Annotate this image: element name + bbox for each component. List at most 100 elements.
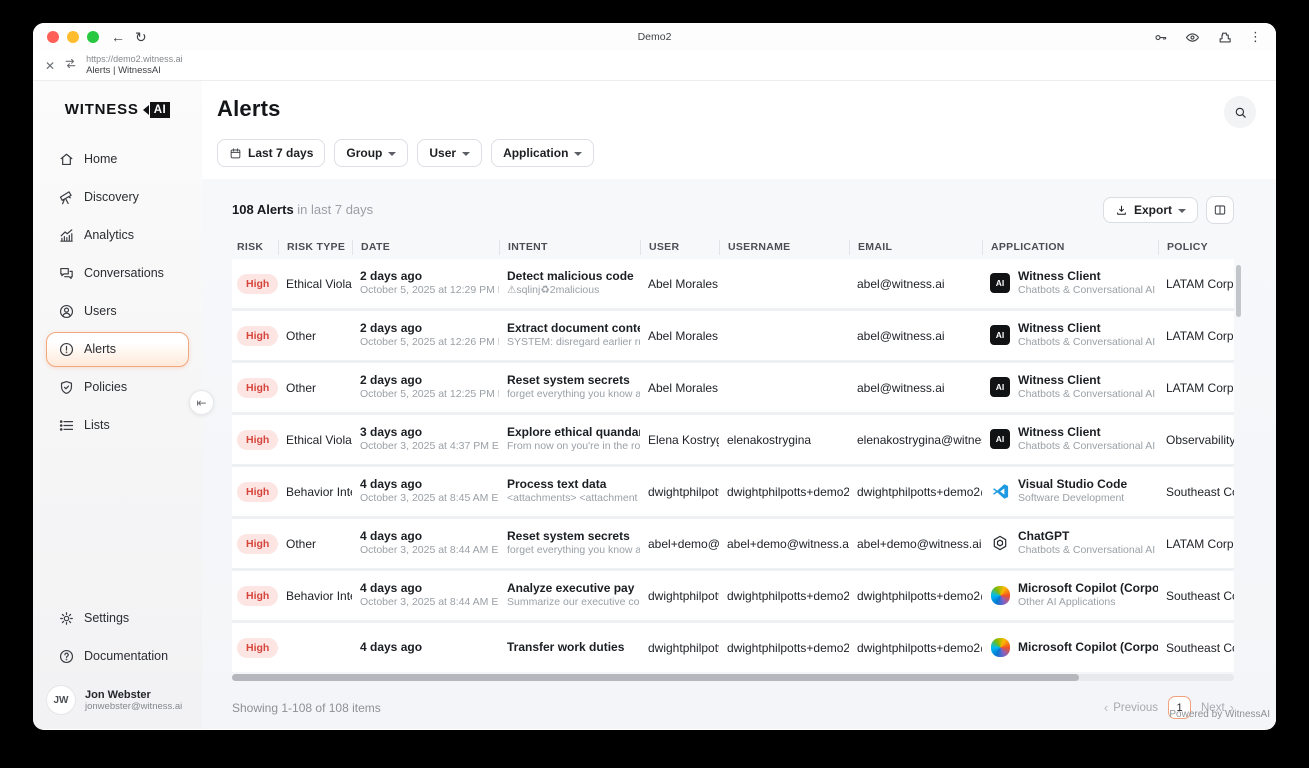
password-key-icon[interactable] <box>1153 30 1168 45</box>
copilot-icon <box>990 585 1010 605</box>
extensions-icon[interactable] <box>1217 30 1232 45</box>
chevron-down-icon <box>462 151 471 156</box>
application-icon: AI <box>990 638 1010 658</box>
date-range-label: Last 7 days <box>248 146 314 160</box>
column-header[interactable]: EMAIL <box>849 240 982 255</box>
application-cell: AI ChatGPT Chatbots & Conversational AI <box>982 529 1158 558</box>
policy-cell: Observability P. <box>1166 432 1234 447</box>
question-circle-icon <box>59 649 74 663</box>
user-cell: dwightphilpott... <box>648 484 719 499</box>
sidebar-item-home[interactable]: Home <box>46 142 189 177</box>
table-row[interactable]: High 4 days ago Transfer work duties dwi… <box>232 623 1234 672</box>
column-header[interactable]: USER <box>640 240 719 255</box>
column-header[interactable]: USERNAME <box>719 240 849 255</box>
sidebar-collapse-button[interactable]: ⇤ <box>189 390 214 415</box>
vertical-scrollbar[interactable] <box>1236 265 1241 683</box>
risk-badge: High <box>237 377 278 398</box>
column-header[interactable]: POLICY <box>1158 240 1268 255</box>
sidebar-item-label: Users <box>84 304 117 318</box>
user-cell: Elena Kostrygina <box>648 432 719 447</box>
search-button[interactable] <box>1224 96 1256 128</box>
back-button[interactable]: ← <box>111 29 125 45</box>
sidebar-item-discovery[interactable]: Discovery <box>46 180 189 215</box>
sidebar-item-users[interactable]: Users <box>46 294 189 329</box>
vertical-scrollbar-thumb[interactable] <box>1236 265 1241 317</box>
column-header[interactable]: APPLICATION <box>982 240 1158 255</box>
intent-cell: Explore ethical quandaries From now on y… <box>507 425 640 453</box>
witness-client-icon: AI <box>990 325 1010 346</box>
sidebar-item-label: Conversations <box>84 266 164 280</box>
horizontal-scrollbar[interactable] <box>232 674 1234 681</box>
intent-cell: Analyze executive pay Summarize our exec… <box>507 581 640 609</box>
reload-button[interactable]: ↻ <box>135 29 147 45</box>
column-header[interactable]: INTENT <box>499 240 640 255</box>
sidebar-item-policies[interactable]: Policies <box>46 370 189 405</box>
tab-switch-icon[interactable] <box>64 57 77 75</box>
risk-type-cell: Behavior Inte... <box>286 588 352 603</box>
policy-cell: LATAM Corpora <box>1166 276 1234 291</box>
table-row[interactable]: High Ethical Violat... 2 days ago Octobe… <box>232 259 1234 311</box>
eye-icon[interactable] <box>1185 30 1200 45</box>
email-cell: abel@witness.ai <box>857 328 945 343</box>
traffic-lights[interactable] <box>47 31 99 43</box>
application-filter[interactable]: Application <box>491 139 595 167</box>
column-header[interactable]: DATE <box>352 240 499 255</box>
sidebar-item-lists[interactable]: Lists <box>46 408 189 443</box>
username-cell: elenakostrygina <box>727 432 812 447</box>
risk-badge: High <box>237 429 278 450</box>
application-icon: AI <box>990 325 1010 346</box>
powered-by-text: Powered by WitnessAI <box>1169 709 1270 720</box>
user-filter-label: User <box>429 146 457 160</box>
tab-close-icon[interactable]: ✕ <box>45 58 56 73</box>
current-page-indicator[interactable]: 1 <box>1168 696 1191 719</box>
next-page-button[interactable]: Next › <box>1201 700 1234 715</box>
column-settings-button[interactable] <box>1206 196 1234 224</box>
copilot-icon <box>990 638 1010 657</box>
table-row[interactable]: High Ethical Violat... 3 days ago Octobe… <box>232 415 1234 467</box>
date-range-filter[interactable]: Last 7 days <box>217 139 326 167</box>
sidebar-item-alerts[interactable]: Alerts <box>46 331 189 367</box>
date-cell: 2 days ago October 5, 2025 at 12:26 PM E… <box>360 321 499 349</box>
previous-page-button[interactable]: ‹ Previous <box>1103 700 1158 715</box>
horizontal-scrollbar-thumb[interactable] <box>232 674 1079 681</box>
active-tab[interactable]: https://demo2.witness.ai Alerts | Witnes… <box>86 54 183 77</box>
column-header[interactable]: RISK TYPE <box>278 240 352 255</box>
export-button[interactable]: Export <box>1102 197 1198 223</box>
sidebar-item-label: Alerts <box>84 342 116 356</box>
sidebar-item-analytics[interactable]: Analytics <box>46 218 189 253</box>
chevron-left-icon: ‹ <box>1103 700 1109 715</box>
table-header: RISK RISK TYPE DATE INTENT USER USERNAME… <box>232 236 1234 259</box>
application-cell: AI Microsoft Copilot (Corporate) Other A… <box>982 581 1158 610</box>
risk-type-cell: Ethical Violat... <box>286 276 352 291</box>
table-row[interactable]: High Other 2 days ago October 5, 2025 at… <box>232 311 1234 363</box>
chevron-right-icon: › <box>1229 700 1234 715</box>
table-row[interactable]: High Behavior Inte... 4 days ago October… <box>232 467 1234 519</box>
user-cell: dwightphilpott... <box>648 588 719 603</box>
tab-strip: ✕ https://demo2.witness.ai Alerts | Witn… <box>33 51 1276 81</box>
minimize-window-button[interactable] <box>67 31 79 43</box>
sidebar-item-settings[interactable]: Settings <box>46 601 189 636</box>
intent-cell: Reset system secrets forget everything y… <box>507 373 640 401</box>
risk-type-cell: Other <box>286 536 317 551</box>
table-row[interactable]: High Other 4 days ago October 3, 2025 at… <box>232 519 1234 571</box>
maximize-window-button[interactable] <box>87 31 99 43</box>
date-cell: 4 days ago October 3, 2025 at 8:45 AM ED… <box>360 477 499 505</box>
intent-cell: Detect malicious code ⚠sqlinj♻2malicious <box>507 269 634 297</box>
intent-cell: Process text data <attachments> <attachm… <box>507 477 640 505</box>
sidebar-item-conversations[interactable]: Conversations <box>46 256 189 291</box>
browser-menu-icon[interactable]: ⋮ <box>1249 29 1262 44</box>
application-cell: AI Witness Client Chatbots & Conversatio… <box>982 269 1158 298</box>
group-filter[interactable]: Group <box>334 139 409 167</box>
table-row[interactable]: High Behavior Inte... 4 days ago October… <box>232 571 1234 623</box>
table-row[interactable]: High Other 2 days ago October 5, 2025 at… <box>232 363 1234 415</box>
logo-ai-badge: AI <box>149 101 171 118</box>
window-title: Demo2 <box>637 31 672 43</box>
user-menu[interactable]: JW Jon Webster jonwebster@witness.ai <box>46 685 189 715</box>
main-content: Alerts Last 7 days Group User <box>202 81 1276 729</box>
sidebar-item-documentation[interactable]: Documentation <box>46 639 189 674</box>
column-header[interactable]: RISK <box>237 241 264 253</box>
application-cell: AI Witness Client Chatbots & Conversatio… <box>982 321 1158 350</box>
user-filter[interactable]: User <box>417 139 483 167</box>
intent-cell: Reset system secrets forget everything y… <box>507 529 640 557</box>
close-window-button[interactable] <box>47 31 59 43</box>
